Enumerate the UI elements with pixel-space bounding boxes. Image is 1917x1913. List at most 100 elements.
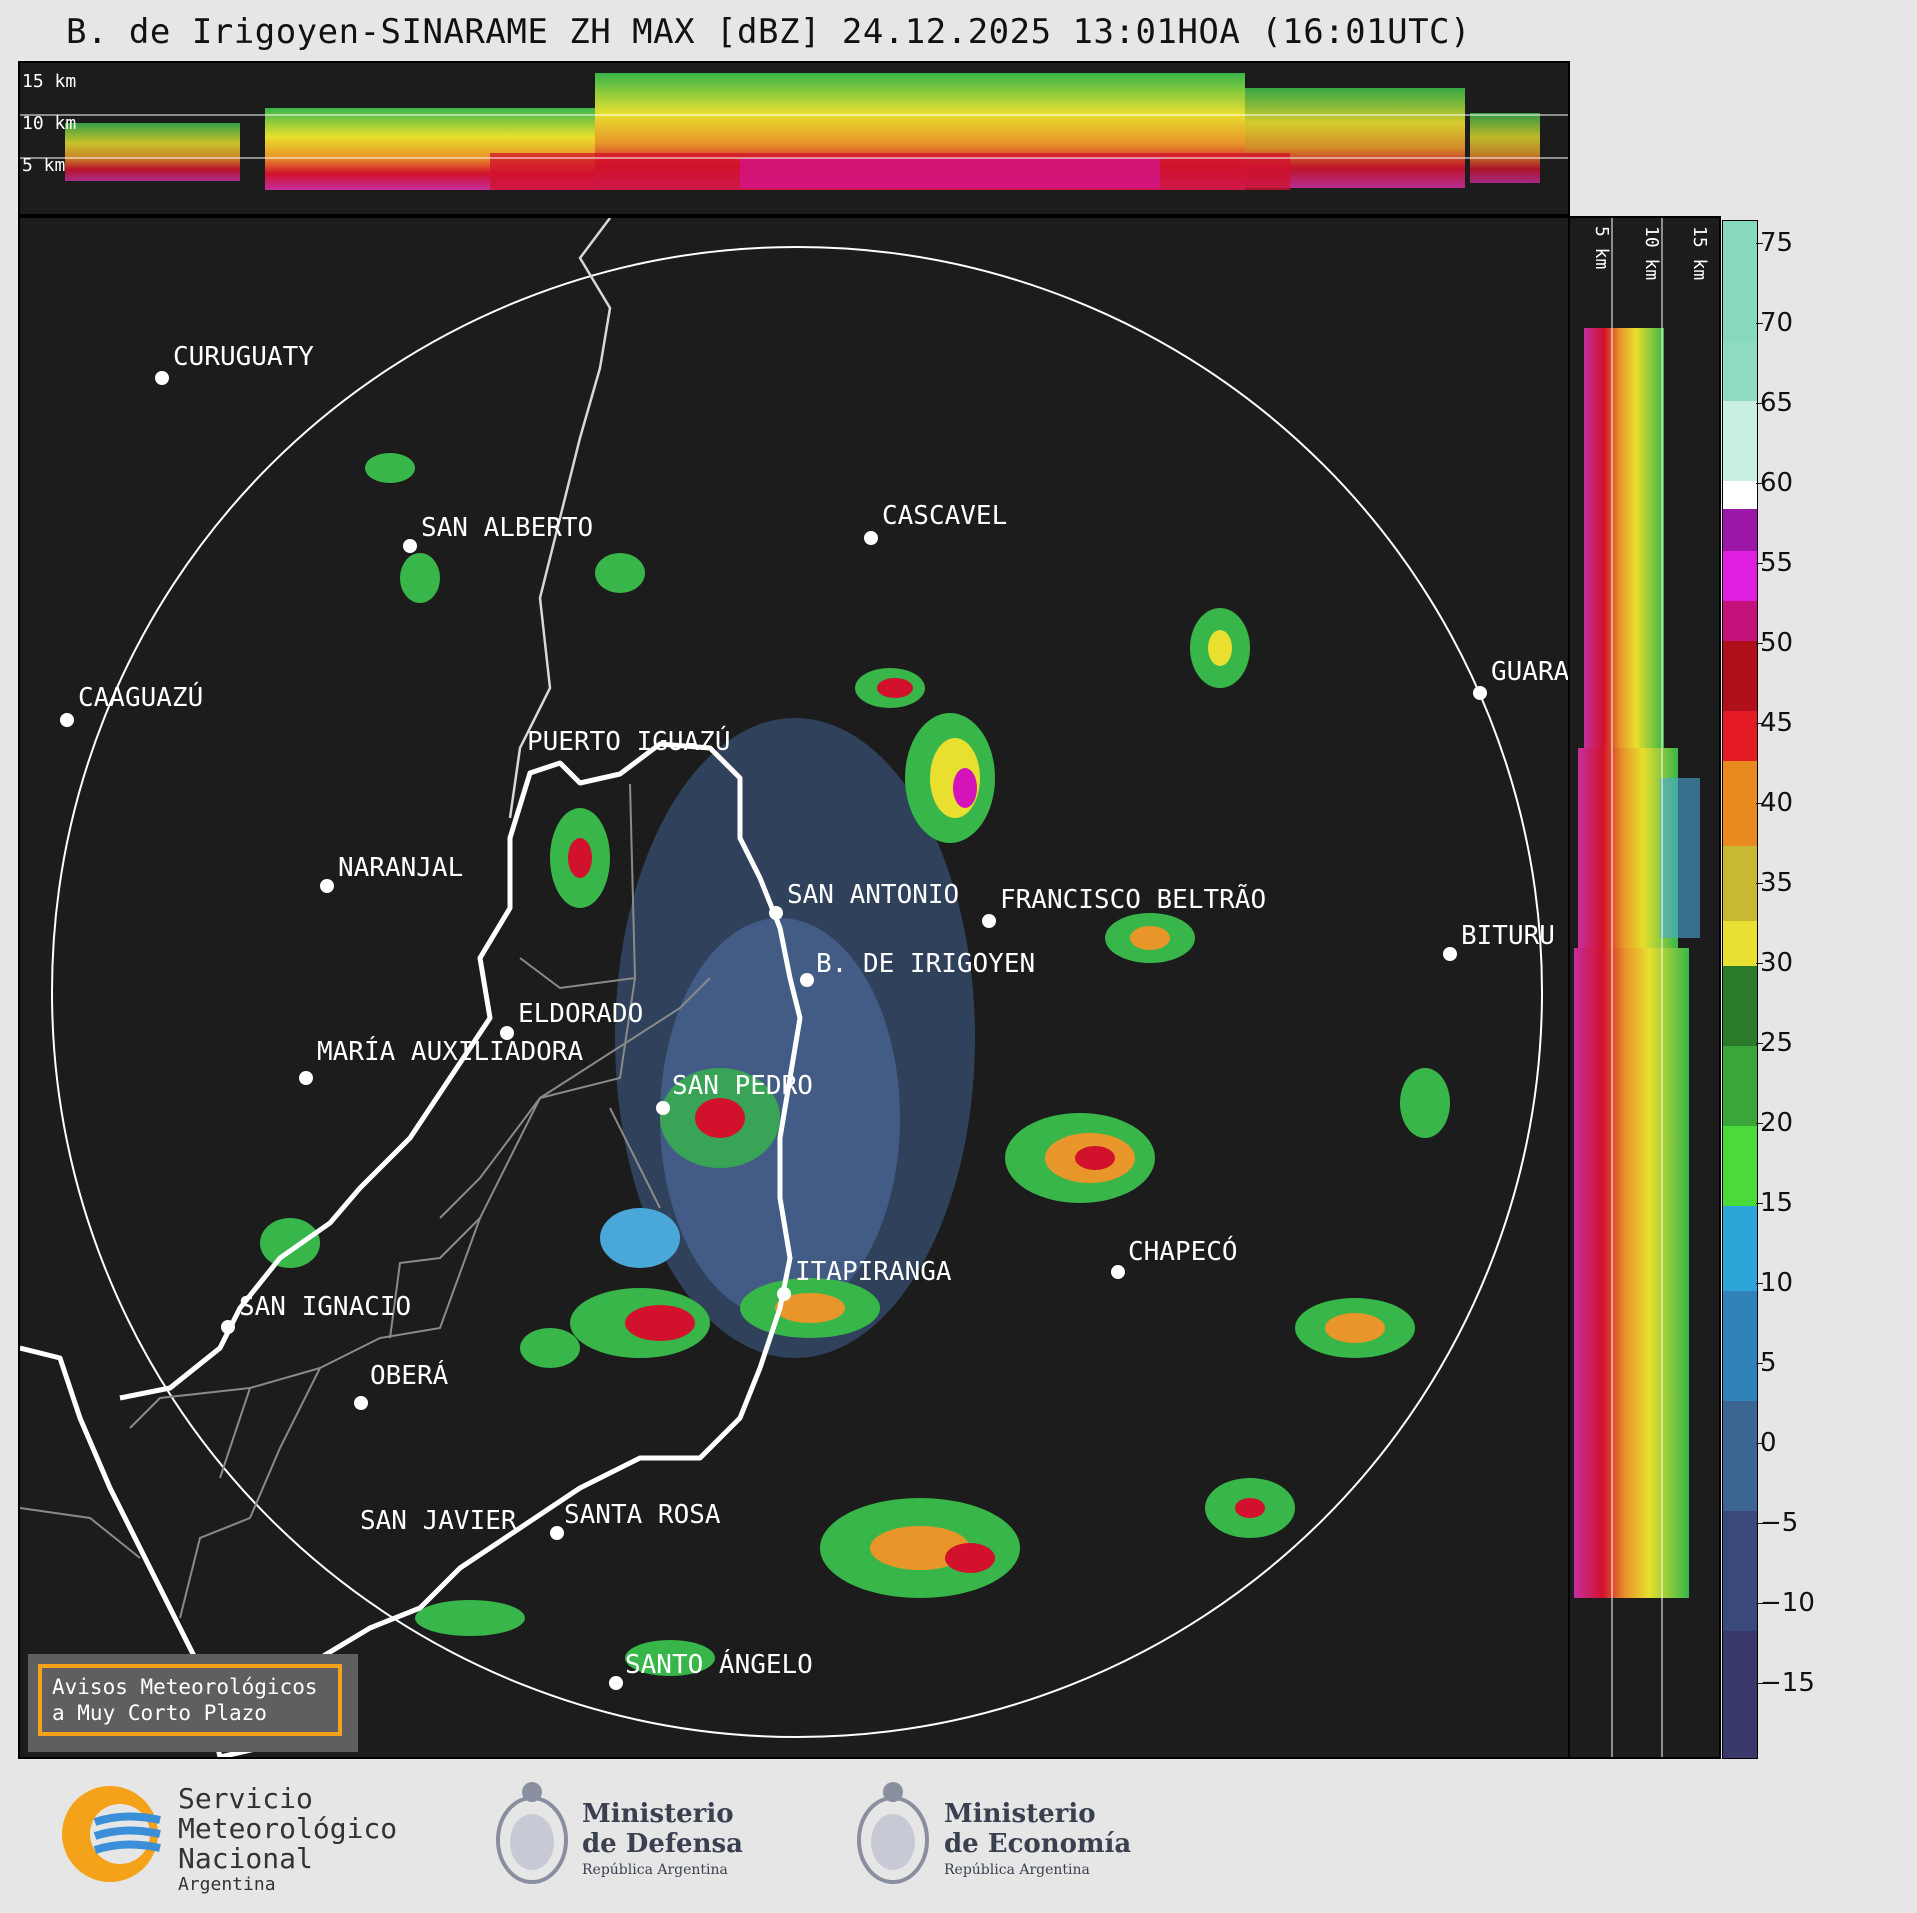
city-label: B. DE IRIGOYEN [816,949,1035,979]
city-itapiranga[interactable]: ITAPIRANGA [777,1257,952,1301]
side-height-label-10: 10 km [1641,226,1662,280]
city-cascavel[interactable]: CASCAVEL [864,501,1007,545]
colorbar-tick: 20 [1755,1108,1794,1138]
map-title: B. de Irigoyen-SINARAME ZH MAX [dBZ] 24.… [66,12,1471,52]
city-label: SAN ANTONIO [787,880,959,910]
colorbar-tick: 5 [1756,1348,1777,1378]
colorbar-tick: −10 [1756,1588,1815,1618]
paraguay-brazil-border [508,218,612,819]
city-label: OBERÁ [370,1359,449,1391]
economia-line-1: Ministerio [944,1799,1096,1829]
economia-line-2: de Economía [944,1829,1131,1859]
colorbar-tick: 40 [1755,788,1794,818]
city-label: CHAPECÓ [1128,1235,1238,1267]
smn-logo[interactable]: Servicio Meteorológico Nacional Argentin… [62,1782,397,1895]
city-label: SAN JAVIER [360,1506,517,1536]
top-height-label-15: 15 km [22,71,76,92]
city-san-ignacio[interactable]: SAN IGNACIO [221,1292,411,1334]
defensa-line-2: de Defensa [582,1829,743,1859]
footer-logos: Servicio Meteorológico Nacional Argentin… [0,1760,1917,1909]
argentina-seal-icon [496,1782,568,1884]
colorbar-tick: 55 [1755,548,1794,578]
city-maria-auxiliadora[interactable]: MARÍA AUXILIADORA [299,1035,583,1085]
colorbar-tick: 30 [1755,948,1794,978]
city-label: CASCAVEL [882,501,1007,531]
city-label: MARÍA AUXILIADORA [317,1035,583,1067]
economia-logo[interactable]: Ministerio de Economía República Argenti… [857,1782,1131,1884]
city-bituru[interactable]: BITURU [1443,921,1555,961]
argentina-seal-icon [857,1782,929,1884]
city-curuguaty[interactable]: CURUGUATY [155,342,314,385]
city-san-antonio[interactable]: SAN ANTONIO [769,880,959,920]
top-height-label-10: 10 km [22,113,76,134]
city-san-pedro[interactable]: SAN PEDRO [656,1071,813,1115]
defensa-line-3: República Argentina [582,1862,728,1878]
warning-box[interactable]: Avisos Meteorológicos a Muy Corto Plazo [28,1654,358,1752]
warning-line-2: a Muy Corto Plazo [52,1701,267,1725]
city-label: SANTA ROSA [564,1500,721,1530]
range-ring [51,246,1543,1738]
city-label: BITURU [1461,921,1555,951]
economia-line-3: República Argentina [944,1862,1090,1878]
radar-map-svg: CURUGUATY SAN ALBERTO CASCAVEL CAAGUAZÚ … [20,218,1568,1757]
colorbar-tick: 35 [1755,868,1794,898]
defensa-line-1: Ministerio [582,1799,734,1829]
warning-line-1: Avisos Meteorológicos [52,1675,318,1699]
radar-map[interactable]: CURUGUATY SAN ALBERTO CASCAVEL CAAGUAZÚ … [18,216,1570,1759]
colorbar-tick: 0 [1756,1428,1777,1458]
city-san-javier[interactable]: SAN JAVIER [360,1506,517,1536]
city-markers: CURUGUATY SAN ALBERTO CASCAVEL CAAGUAZÚ … [60,342,1568,1690]
city-label: NARANJAL [338,853,463,883]
city-santa-rosa[interactable]: SANTA ROSA [550,1500,721,1540]
city-santo-angelo[interactable]: SANTO ÁNGELO [609,1648,813,1690]
smn-line-4: Argentina [178,1874,276,1895]
city-guara[interactable]: GUARA [1473,657,1568,700]
side-echo-tops [1574,328,1700,1598]
city-puerto-iguazu[interactable]: PUERTO IGUAZÚ [527,725,731,757]
city-label: CAAGUAZÚ [78,681,203,713]
city-b-de-irigoyen[interactable]: B. DE IRIGOYEN [800,949,1035,987]
smn-line-1: Servicio [178,1782,313,1815]
colorbar-tick: 65 [1755,388,1794,418]
top-cross-section-panel: 15 km 10 km 5 km [18,61,1570,216]
city-obera[interactable]: OBERÁ [354,1359,449,1410]
city-label: SAN ALBERTO [421,513,593,543]
city-chapeco[interactable]: CHAPECÓ [1111,1235,1238,1279]
city-label: CURUGUATY [173,342,314,372]
smn-line-3: Nacional [178,1842,313,1875]
radar-echoes [260,453,1450,1676]
colorbar-svg [1723,221,1757,1758]
city-label: PUERTO IGUAZÚ [527,725,731,757]
colorbar-tick: 15 [1755,1188,1794,1218]
top-echo-tops [65,73,1540,190]
city-label: ELDORADO [518,999,643,1029]
colorbar-tick: 45 [1755,708,1794,738]
colorbar-tick: −5 [1755,1508,1799,1538]
city-label: FRANCISCO BELTRÃO [1000,883,1266,915]
city-caaguazu[interactable]: CAAGUAZÚ [60,681,203,727]
top-height-label-5: 5 km [22,155,65,176]
city-san-alberto[interactable]: SAN ALBERTO [403,513,593,553]
colorbar-tick: −15 [1756,1668,1815,1698]
colorbar-tick: 60 [1755,468,1794,498]
city-naranjal[interactable]: NARANJAL [320,853,463,893]
city-label: SAN IGNACIO [239,1292,411,1322]
footer-logos-svg: Servicio Meteorológico Nacional Argentin… [62,1782,1131,1895]
city-label: SANTO ÁNGELO [625,1648,813,1680]
department-borders [20,783,711,1619]
side-cross-section-panel: 5 km 10 km 15 km [1570,216,1721,1759]
city-francisco-beltrao[interactable]: FRANCISCO BELTRÃO [982,883,1266,928]
city-eldorado[interactable]: ELDORADO [500,999,643,1040]
city-label: SAN PEDRO [672,1071,813,1101]
side-height-label-15: 15 km [1689,226,1710,280]
side-height-label-5: 5 km [1591,226,1612,269]
colorbar-tick: 25 [1755,1028,1794,1058]
top-cross-section-svg: 15 km 10 km 5 km [20,71,1568,190]
warning-link[interactable]: Avisos Meteorológicos a Muy Corto Plazo [38,1664,342,1736]
smn-line-2: Meteorológico [178,1812,397,1845]
colorbar-tick: 10 [1755,1268,1794,1298]
city-label: GUARA [1491,657,1568,687]
city-label: ITAPIRANGA [795,1257,952,1287]
colorbar-tick: 75 [1755,228,1794,258]
defensa-logo[interactable]: Ministerio de Defensa República Argentin… [496,1782,743,1884]
